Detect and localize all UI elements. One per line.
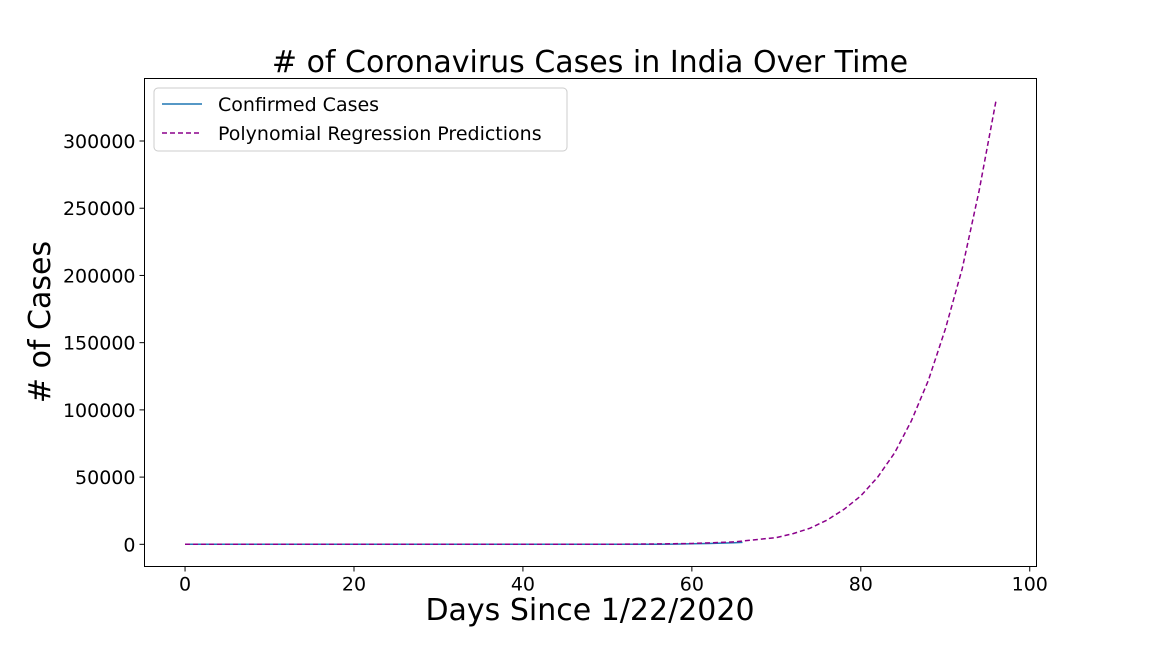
x-axis: 0 20 40 60 80 100: [179, 566, 1048, 596]
series-layer: [185, 100, 997, 546]
x-tick-label: 80: [849, 574, 873, 596]
y-tick-label: 250000: [63, 198, 136, 220]
x-tick-label: 100: [1012, 574, 1048, 596]
legend-label-regression: Polynomial Regression Predictions: [218, 123, 542, 145]
series-regression-line: [185, 100, 997, 546]
y-tick-label: 150000: [63, 333, 136, 355]
y-tick-label: 300000: [63, 131, 136, 153]
legend-box: [153, 87, 568, 152]
y-tick-label: 100000: [63, 400, 136, 422]
legend: Confirmed Cases Polynomial Regression Pr…: [153, 87, 568, 152]
x-tick-label: 0: [179, 574, 191, 596]
x-axis-label: Days Since 1/22/2020: [425, 593, 754, 628]
plot-area: [144, 78, 1037, 567]
chart-title: # of Coronavirus Cases in India Over Tim…: [272, 45, 908, 80]
y-axis-label: # of Cases: [23, 241, 58, 403]
y-axis: 0 50000 100000 150000 200000 250000 300000: [63, 131, 145, 556]
x-tick-label: 40: [511, 574, 535, 596]
x-tick-label: 60: [680, 574, 704, 596]
x-tick-label: 20: [342, 574, 366, 596]
y-tick-label: 50000: [75, 467, 135, 489]
y-tick-label: 0: [123, 534, 135, 556]
legend-label-confirmed: Confirmed Cases: [218, 94, 379, 116]
y-tick-label: 200000: [63, 265, 136, 287]
